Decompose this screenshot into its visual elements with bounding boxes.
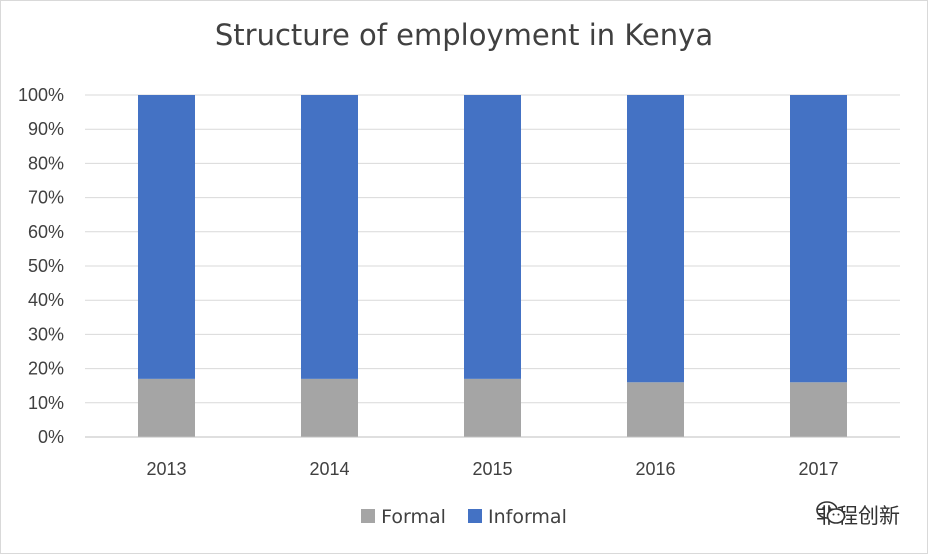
bar-informal-2017 xyxy=(790,95,847,383)
x-tick-label: 2017 xyxy=(798,459,838,479)
bars xyxy=(138,95,847,437)
x-tick-label: 2014 xyxy=(309,459,349,479)
y-tick-label: 90% xyxy=(28,119,64,139)
legend-swatch-formal xyxy=(361,509,376,523)
legend: Formal Informal xyxy=(0,506,928,528)
y-tick-label: 10% xyxy=(28,393,64,413)
y-tick-label: 20% xyxy=(28,359,64,379)
bar-informal-2013 xyxy=(138,95,195,379)
wechat-icon xyxy=(816,501,846,524)
legend-swatch-informal xyxy=(467,509,482,523)
x-tick-label: 2015 xyxy=(472,459,512,479)
y-tick-label: 70% xyxy=(28,188,64,208)
y-tick-label: 0% xyxy=(38,427,64,447)
bar-formal-2014 xyxy=(301,378,358,437)
x-tick-label: 2016 xyxy=(635,459,675,479)
chart-title: Structure of employment in Kenya xyxy=(214,18,714,52)
watermark: 非程创新 xyxy=(816,500,900,530)
y-tick-label: 40% xyxy=(28,290,64,310)
bar-formal-2015 xyxy=(464,378,521,437)
y-axis-ticks: 0% 10% 20% 30% 40% 50% 60% 70% 80% 90% 100% xyxy=(18,85,64,447)
bar-formal-2017 xyxy=(790,382,847,437)
y-tick-label: 60% xyxy=(28,222,64,242)
x-axis-ticks: 2013 2014 2015 2016 2017 xyxy=(85,436,900,479)
bar-informal-2016 xyxy=(627,95,684,383)
legend-label-informal: Informal xyxy=(487,506,567,528)
y-tick-label: 80% xyxy=(28,153,64,173)
legend-item-informal: Informal xyxy=(467,506,567,528)
y-tick-label: 100% xyxy=(18,85,64,105)
x-tick-label: 2013 xyxy=(146,459,186,479)
bar-formal-2016 xyxy=(627,382,684,437)
bar-informal-2015 xyxy=(464,95,521,379)
bar-formal-2013 xyxy=(138,378,195,437)
bar-informal-2014 xyxy=(301,95,358,379)
y-tick-label: 50% xyxy=(28,256,64,276)
legend-item-formal: Formal xyxy=(361,506,446,528)
y-tick-label: 30% xyxy=(28,324,64,344)
legend-label-formal: Formal xyxy=(381,506,446,528)
